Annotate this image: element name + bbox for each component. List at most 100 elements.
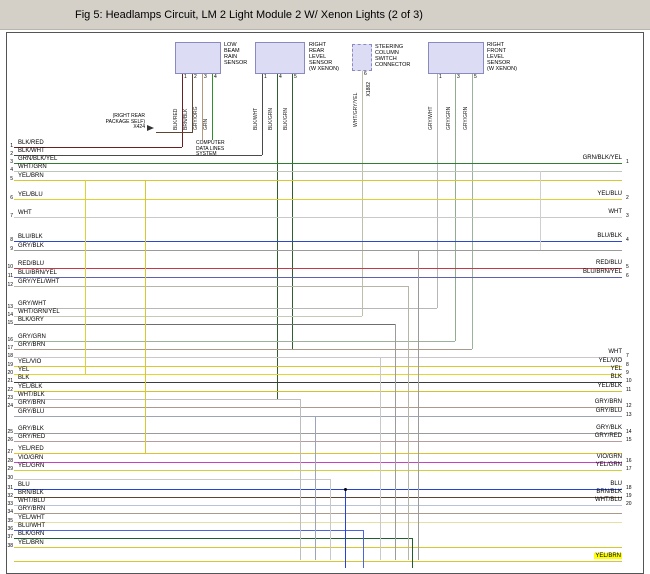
highlighted-wire-label: YEL/BRN	[594, 553, 622, 559]
wire-color-label: YEL/BLK	[597, 383, 622, 389]
wire	[14, 180, 622, 181]
left-pin-number: 21	[7, 378, 13, 384]
wire-color-label: GRN/BLK/YEL	[582, 155, 622, 161]
wire-color-label: YEL/BRN	[18, 540, 44, 546]
wire-color-label: BLU/BRN/YEL	[18, 270, 58, 276]
x1882-label: X1882	[366, 82, 372, 97]
left-pin-number: 5	[10, 176, 13, 182]
left-pin-number: 36	[7, 526, 13, 532]
left-pin-number: 18	[7, 353, 13, 359]
pin-number: 1	[439, 74, 442, 80]
wire-color-label: BLU	[18, 482, 30, 488]
wire-vertical	[380, 357, 381, 560]
wire-color-label: GRY/RED	[594, 433, 622, 439]
pin-number: 1	[264, 74, 267, 80]
wire-color-label: BLU/BLK	[597, 233, 622, 239]
wire-color-label: YEL	[18, 367, 30, 373]
wire-color-label: YEL/BLU	[18, 192, 43, 198]
pin-number: 6	[364, 71, 367, 77]
wire	[14, 479, 330, 480]
component-pin-wire	[202, 74, 203, 140]
wire-color-label: YEL/RED	[18, 446, 44, 452]
wire	[14, 286, 408, 287]
wire-color-label: WHT	[608, 349, 622, 355]
wire-vertical	[408, 286, 409, 560]
right-pin-number: 18	[626, 485, 632, 491]
steering-column-switch-connector-box	[352, 44, 372, 71]
wire-color-label: WHT/BLU	[18, 498, 45, 504]
right-pin-number: 1	[626, 159, 629, 165]
wire-color-label: WHT/GRN	[18, 164, 47, 170]
wire-color-label-vertical: BLK/GRN	[268, 108, 274, 130]
wire-color-label: WHT	[608, 209, 622, 215]
wire	[14, 497, 622, 498]
left-pin-number: 24	[7, 403, 13, 409]
right-pin-number: 11	[626, 387, 632, 393]
wire-color-label: YEL/BLK	[18, 384, 43, 390]
wire	[14, 399, 300, 400]
wire	[14, 268, 622, 269]
wire-color-label: BLK	[18, 375, 30, 381]
figure-title: Fig 5: Headlamps Circuit, LM 2 Light Mod…	[75, 8, 423, 21]
wire-color-label-vertical: BLK/RED	[173, 108, 179, 130]
right-pin-number: 6	[626, 273, 629, 279]
wire-color-label: BLK/GRN	[18, 531, 45, 537]
component-pin-wire	[472, 74, 473, 349]
wire-color-label: YEL/GRN	[18, 463, 45, 469]
wire	[14, 382, 622, 383]
wire-color-label: BLU/WHT	[18, 523, 45, 529]
left-pin-number: 31	[7, 485, 13, 491]
wire-color-label: WHT/GRN/YEL	[18, 309, 60, 315]
wire	[14, 308, 437, 309]
pin-number: 5	[474, 74, 477, 80]
component-pin-wire	[192, 74, 193, 133]
right-pin-number: 16	[626, 458, 632, 464]
computer-data-lines-label: COMPUTER DATA LINES SYSTEM	[196, 140, 225, 157]
left-pin-number: 30	[7, 475, 13, 481]
wire-color-label: BLK/GRY	[18, 317, 44, 323]
left-pin-number: 4	[10, 167, 13, 173]
pin-number: 3	[457, 74, 460, 80]
component-pin-wire	[292, 74, 293, 350]
component-pin-wire	[212, 74, 213, 140]
left-pin-number: 26	[7, 437, 13, 443]
right-front-level-sensor-box	[428, 42, 484, 74]
wire-vertical	[418, 250, 419, 560]
steering-column-switch-connector-label: STEERING COLUMN SWITCH CONNECTOR	[375, 44, 411, 68]
left-pin-number: 20	[7, 370, 13, 376]
wire-vertical	[363, 530, 364, 568]
wire-color-label: BLU	[610, 481, 622, 487]
wire-vertical	[315, 416, 316, 560]
wire-color-label: BLK/RED	[18, 140, 44, 146]
left-pin-number: 23	[7, 395, 13, 401]
wire-color-label: BRN/BLK	[596, 489, 622, 495]
wire	[14, 462, 622, 463]
wire	[14, 277, 622, 278]
right-pin-number: 3	[626, 213, 629, 219]
pin-number: 2	[194, 74, 197, 80]
left-pin-number: 3	[10, 159, 13, 165]
junction-dot	[344, 488, 347, 491]
wire-color-label-vertical: GRN	[203, 118, 209, 130]
x424-label: (RIGHT REAR PACKAGE SELF) X424	[105, 113, 145, 130]
wire-color-label: GRY/BRN	[18, 400, 46, 406]
wire-color-label: GRY/WHT	[18, 301, 47, 307]
left-pin-number: 19	[7, 362, 13, 368]
wire-color-label: WHT	[18, 210, 32, 216]
right-pin-number: 19	[626, 493, 632, 499]
wire-color-label: BRN/BLK	[18, 490, 44, 496]
wire	[14, 241, 622, 242]
pin-number: 1	[184, 74, 187, 80]
left-pin-number: 27	[7, 449, 13, 455]
wire-color-label: YEL/WHT	[18, 515, 45, 521]
wire	[156, 132, 192, 133]
wire-color-label: YEL/GRN	[595, 462, 622, 468]
wire	[14, 250, 622, 251]
wire	[14, 441, 622, 442]
wire-color-label-vertical: GRY/GRN	[446, 106, 452, 130]
wire-color-label: GRY/BRN	[594, 399, 622, 405]
wire-color-label: WHT/BLU	[595, 497, 622, 503]
wire-color-label: YEL	[610, 366, 622, 372]
left-pin-number: 15	[7, 320, 13, 326]
